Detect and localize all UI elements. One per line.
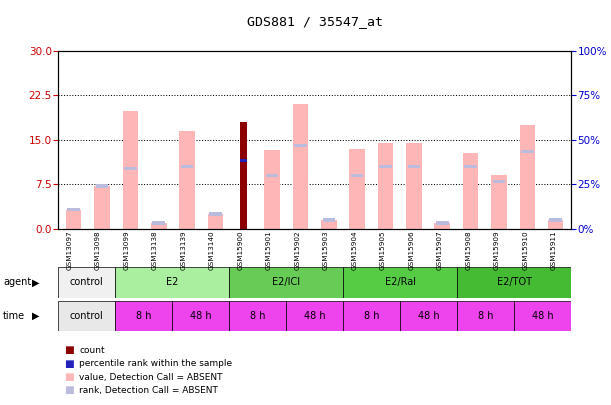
Text: ▶: ▶	[32, 277, 39, 288]
Text: GSM13098: GSM13098	[95, 231, 101, 271]
Text: 8 h: 8 h	[364, 311, 379, 321]
Bar	[265, 150, 280, 229]
Bar	[521, 150, 533, 153]
Bar	[208, 214, 223, 229]
Text: time: time	[3, 311, 25, 321]
Bar	[96, 184, 108, 188]
Bar	[115, 267, 229, 298]
Bar	[400, 301, 457, 331]
Text: control: control	[70, 311, 103, 321]
Text: control: control	[70, 277, 103, 288]
Text: ■: ■	[64, 372, 74, 382]
Text: 8 h: 8 h	[136, 311, 152, 321]
Text: GSM13138: GSM13138	[152, 231, 158, 271]
Bar	[457, 267, 571, 298]
Bar	[181, 165, 193, 168]
Text: GSM15911: GSM15911	[551, 231, 557, 271]
Bar	[548, 220, 563, 229]
Bar	[323, 218, 335, 222]
Bar	[240, 159, 247, 162]
Bar	[295, 144, 307, 147]
Text: GSM15908: GSM15908	[466, 231, 472, 271]
Bar	[58, 301, 115, 331]
Bar	[408, 165, 420, 168]
Bar	[209, 212, 222, 215]
Bar	[463, 153, 478, 229]
Text: E2: E2	[166, 277, 178, 288]
Text: agent: agent	[3, 277, 31, 288]
Text: ■: ■	[64, 345, 74, 355]
Text: GSM15910: GSM15910	[522, 231, 529, 271]
Text: count: count	[79, 346, 105, 355]
Bar	[266, 174, 279, 177]
Bar	[406, 143, 422, 229]
Text: ▶: ▶	[32, 311, 39, 321]
Text: GSM13139: GSM13139	[180, 231, 186, 271]
Bar	[492, 180, 505, 183]
Text: GSM15901: GSM15901	[266, 231, 272, 271]
Text: E2/TOT: E2/TOT	[497, 277, 532, 288]
Bar	[240, 122, 247, 229]
Bar	[464, 165, 477, 168]
Text: GSM15907: GSM15907	[437, 231, 443, 271]
Bar	[123, 111, 138, 229]
Text: 48 h: 48 h	[418, 311, 439, 321]
Text: GSM13097: GSM13097	[67, 231, 72, 271]
Bar	[343, 267, 457, 298]
Bar	[351, 174, 364, 177]
Text: GSM13140: GSM13140	[209, 231, 215, 271]
Bar	[457, 301, 514, 331]
Text: GSM15904: GSM15904	[351, 231, 357, 271]
Text: GSM15906: GSM15906	[409, 231, 414, 271]
Text: GSM15900: GSM15900	[238, 231, 243, 271]
Bar	[321, 220, 337, 229]
Bar	[115, 301, 172, 331]
Bar	[58, 267, 115, 298]
Text: GSM15909: GSM15909	[494, 231, 500, 271]
Text: GSM15902: GSM15902	[295, 231, 301, 271]
Text: E2/ICI: E2/ICI	[272, 277, 300, 288]
Text: percentile rank within the sample: percentile rank within the sample	[79, 359, 233, 368]
Text: GSM13099: GSM13099	[123, 231, 130, 271]
Bar	[379, 165, 392, 168]
Bar	[66, 210, 81, 229]
Bar	[514, 301, 571, 331]
Text: ■: ■	[64, 359, 74, 369]
Text: value, Detection Call = ABSENT: value, Detection Call = ABSENT	[79, 373, 223, 382]
Bar	[436, 221, 448, 224]
Bar	[491, 175, 507, 229]
Text: GDS881 / 35547_at: GDS881 / 35547_at	[247, 15, 382, 28]
Text: 48 h: 48 h	[190, 311, 211, 321]
Text: 48 h: 48 h	[532, 311, 554, 321]
Bar	[172, 301, 229, 331]
Bar	[293, 104, 309, 229]
Bar	[67, 208, 80, 211]
Bar	[434, 223, 450, 229]
Bar	[549, 218, 562, 222]
Text: 8 h: 8 h	[478, 311, 494, 321]
Bar	[229, 267, 343, 298]
Text: 48 h: 48 h	[304, 311, 326, 321]
Bar	[153, 221, 165, 224]
Text: ■: ■	[64, 386, 74, 395]
Bar	[286, 301, 343, 331]
Text: GSM15903: GSM15903	[323, 231, 329, 271]
Text: E2/Ral: E2/Ral	[385, 277, 415, 288]
Bar	[519, 125, 535, 229]
Text: rank, Detection Call = ABSENT: rank, Detection Call = ABSENT	[79, 386, 218, 395]
Bar	[151, 223, 167, 229]
Bar	[349, 149, 365, 229]
Bar	[124, 166, 137, 170]
Bar	[378, 143, 393, 229]
Bar	[179, 131, 195, 229]
Bar	[94, 186, 110, 229]
Text: GSM15905: GSM15905	[380, 231, 386, 271]
Bar	[343, 301, 400, 331]
Bar	[229, 301, 286, 331]
Text: 8 h: 8 h	[250, 311, 265, 321]
